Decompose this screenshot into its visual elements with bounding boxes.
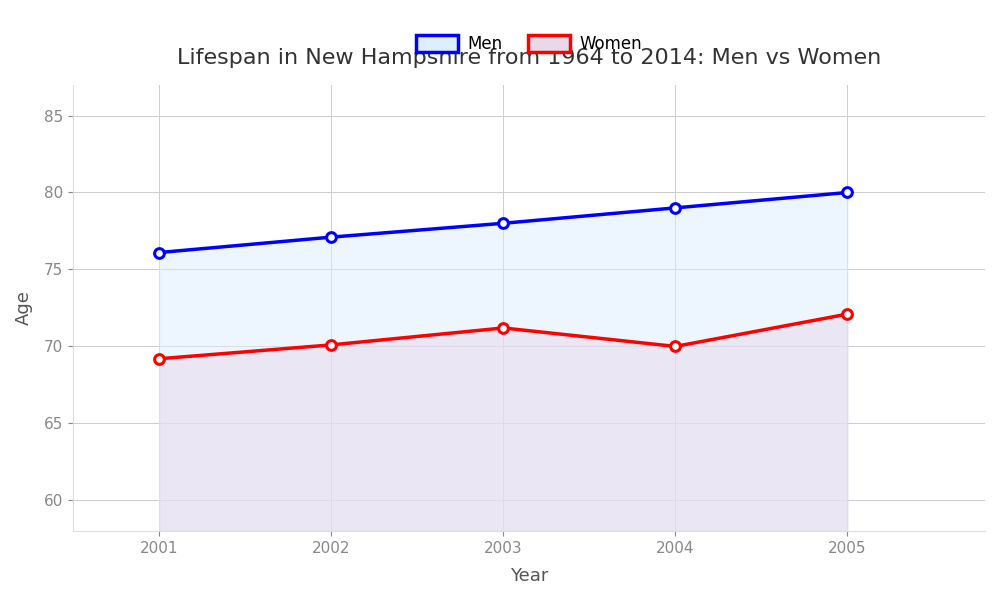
- Title: Lifespan in New Hampshire from 1964 to 2014: Men vs Women: Lifespan in New Hampshire from 1964 to 2…: [177, 48, 881, 68]
- Legend: Men, Women: Men, Women: [416, 35, 642, 53]
- X-axis label: Year: Year: [510, 567, 548, 585]
- Y-axis label: Age: Age: [15, 290, 33, 325]
